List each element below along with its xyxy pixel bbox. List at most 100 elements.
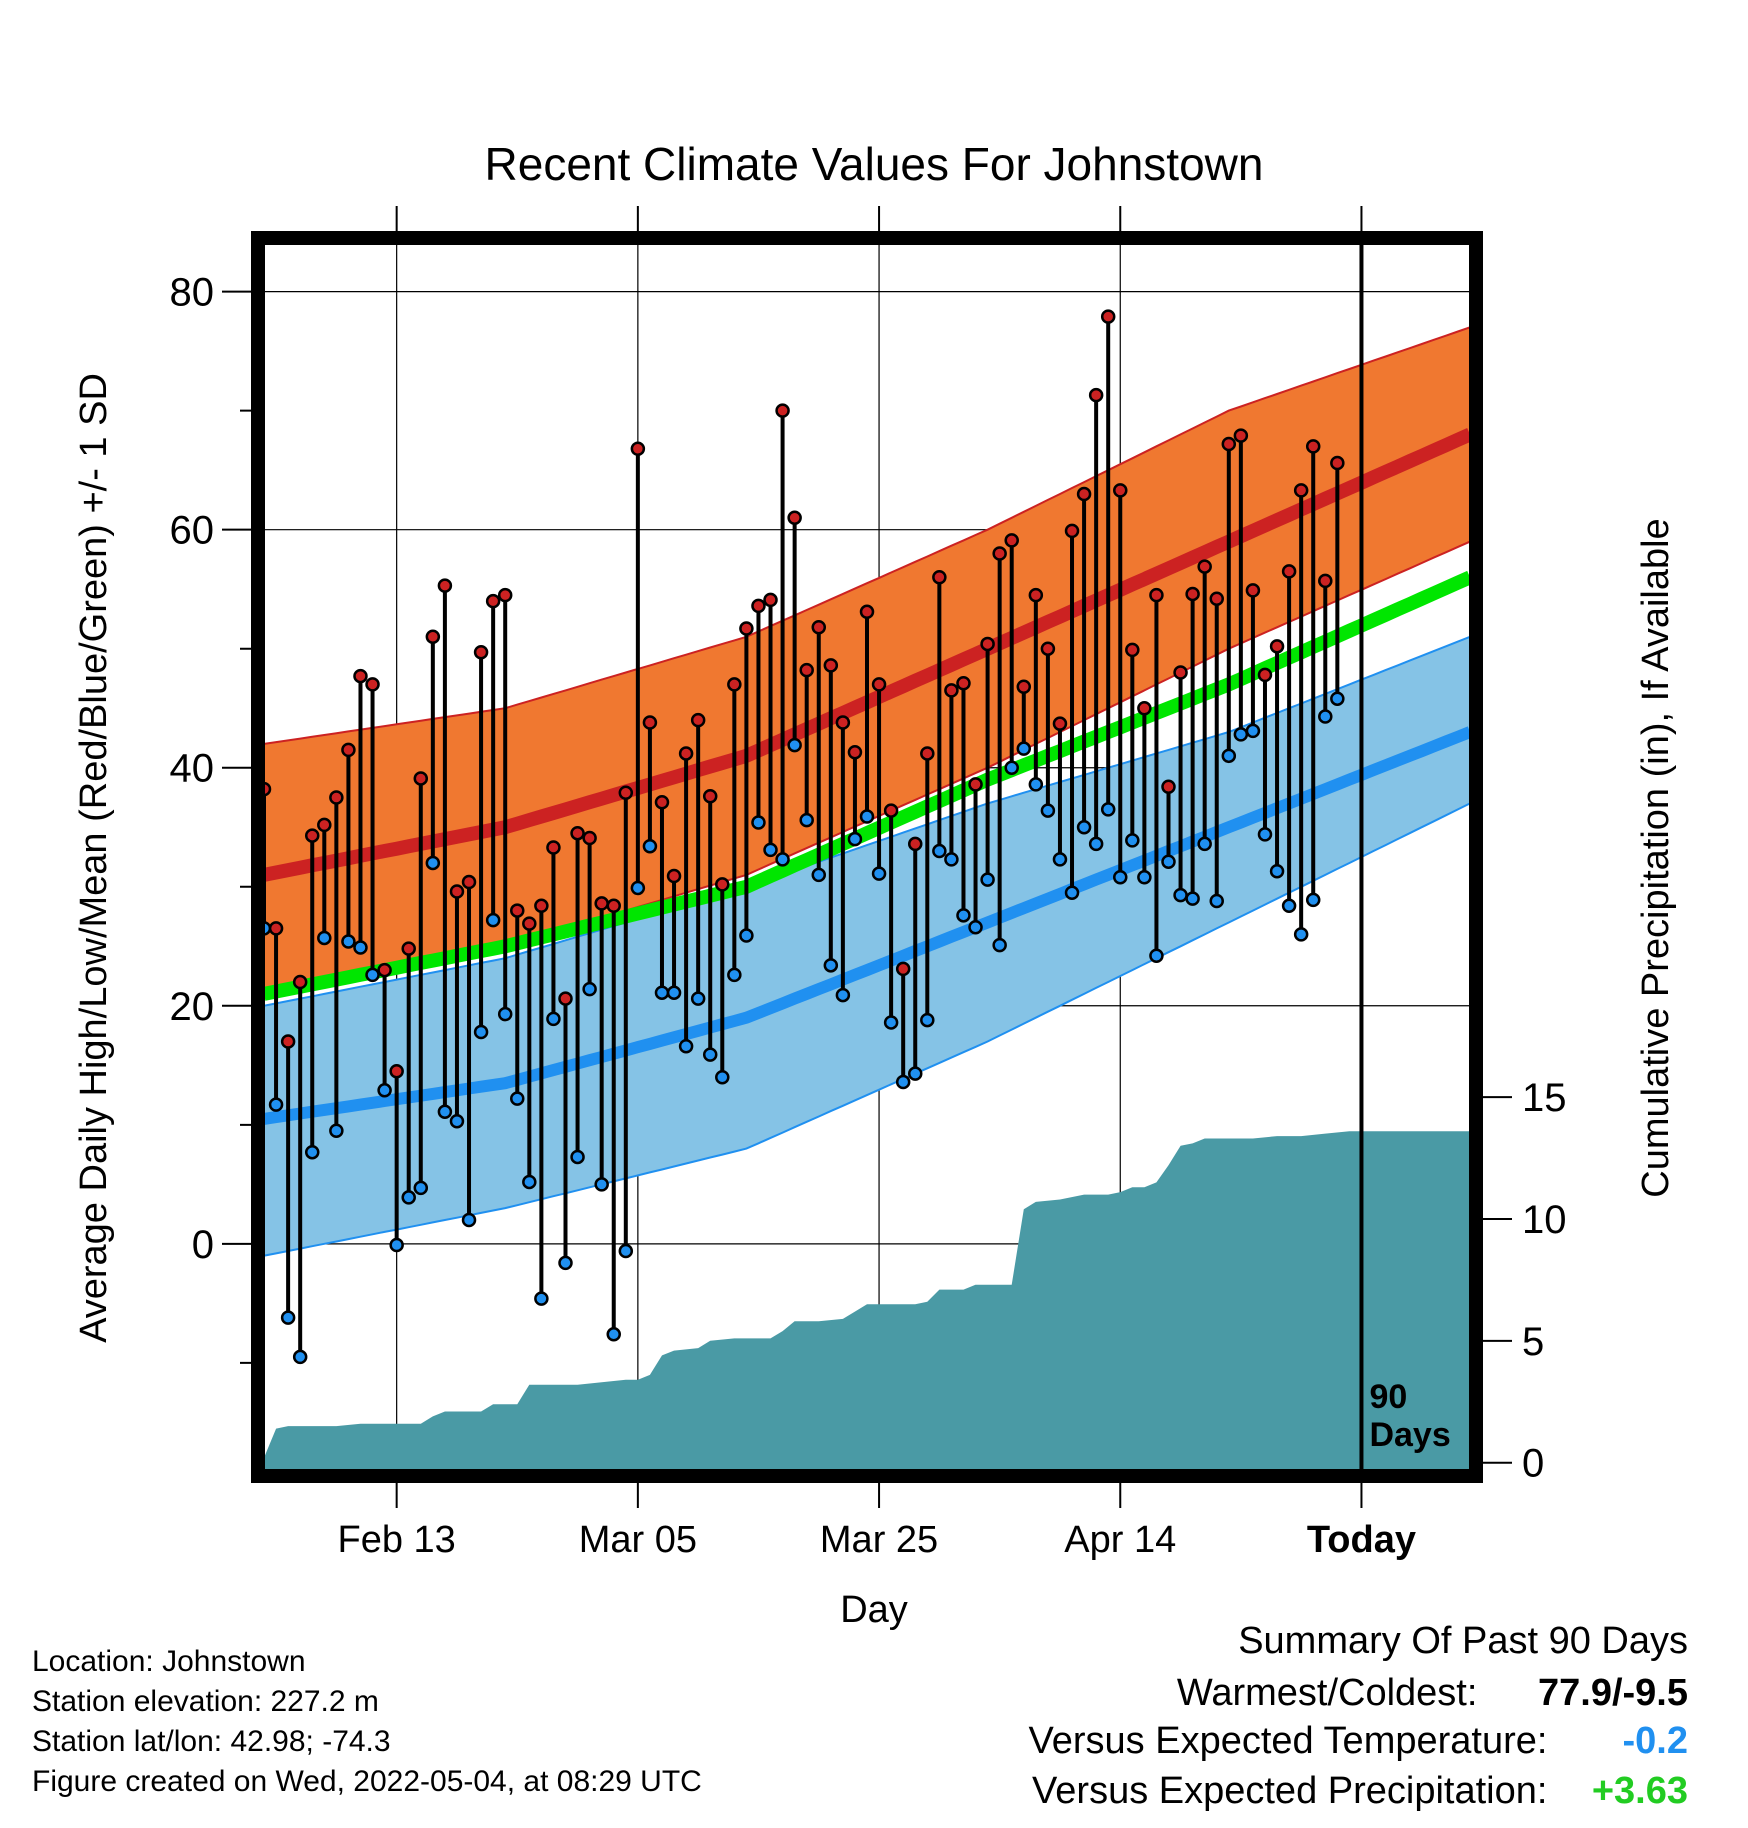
summary-precip-value: +3.63 (1591, 1770, 1688, 1812)
daily-low-point (1269, 864, 1285, 879)
daily-high-point (871, 677, 887, 692)
daily-low-point (497, 1006, 513, 1022)
daily-high-point (1100, 309, 1116, 324)
daily-high-point (1293, 483, 1309, 498)
daily-low-point (413, 1180, 429, 1196)
daily-high-point (546, 840, 561, 855)
daily-low-point (811, 867, 827, 883)
daily-high-point (1149, 587, 1164, 603)
daily-low-point (618, 1243, 634, 1259)
daily-low-point (956, 908, 971, 923)
daily-low-point (739, 928, 754, 943)
daily-high-point (558, 991, 573, 1006)
daily-low-point (1173, 887, 1188, 903)
daily-high-point (980, 636, 995, 652)
info-location: Location: Johnstown (32, 1645, 306, 1678)
daily-low-point (606, 1327, 621, 1342)
daily-high-point (1173, 665, 1188, 680)
daily-low-point (461, 1212, 477, 1228)
summary-warmest-row: Warmest/Coldest: 77.9/-9.5 (1177, 1672, 1688, 1715)
daily-low-point (353, 940, 368, 955)
daily-high-point (449, 884, 465, 899)
daily-high-point (1330, 455, 1345, 471)
info-elevation: Station elevation: 227.2 m (32, 1685, 379, 1718)
daily-high-point (702, 789, 718, 804)
daily-high-point (859, 604, 875, 620)
daily-low-point (1185, 891, 1200, 906)
y-tick-label-right: 15 (1522, 1076, 1567, 1120)
daily-high-point (353, 668, 368, 684)
daily-high-point (413, 771, 429, 786)
y-tick-label-left: 80 (170, 271, 215, 315)
daily-high-point (678, 746, 694, 761)
daily-low-point (365, 967, 380, 983)
info-created: Figure created on Wed, 2022-05-04, at 08… (32, 1765, 702, 1798)
summary-temp-label: Versus Expected Temperature: (1028, 1720, 1548, 1762)
daily-low-point (642, 839, 658, 854)
daily-high-point (510, 903, 525, 918)
daily-low-point (292, 1349, 308, 1365)
daily-high-point (292, 974, 308, 990)
daily-high-point (1016, 679, 1032, 695)
daily-low-point (727, 967, 742, 983)
daily-low-point (437, 1104, 453, 1119)
daily-low-point (546, 1011, 561, 1027)
daily-high-point (1233, 428, 1249, 443)
daily-high-point (763, 592, 778, 608)
daily-low-point (473, 1024, 489, 1040)
daily-high-point (341, 742, 356, 758)
daily-low-point (1088, 836, 1104, 852)
daily-high-point (895, 961, 911, 977)
x-tick-label: Today (1307, 1519, 1416, 1561)
daily-high-point (835, 715, 851, 730)
daily-low-point (859, 809, 875, 824)
summary-precip-label: Versus Expected Precipitation: (1032, 1770, 1548, 1812)
y-tick-label-left: 0 (192, 1223, 214, 1267)
daily-high-point (268, 921, 284, 936)
summary-title: Summary Of Past 90 Days (1238, 1620, 1688, 1662)
daily-low-point (1149, 948, 1164, 964)
daily-high-point (823, 658, 839, 673)
daily-low-point (280, 1310, 296, 1325)
daily-low-point (1040, 803, 1056, 818)
daily-low-point (304, 1144, 320, 1160)
daily-high-point (630, 441, 646, 456)
daily-low-point (883, 1015, 899, 1030)
daily-high-point (264, 781, 272, 797)
daily-high-point (1028, 587, 1044, 603)
summary-precip-row: Versus Expected Precipitation: +3.63 (1032, 1770, 1688, 1813)
daily-high-point (1040, 641, 1056, 656)
daily-high-point (365, 677, 380, 692)
y-axis-label-left: Average Daily High/Low/Mean (Red/Blue/Gr… (73, 373, 115, 1343)
daily-low-point (799, 812, 814, 828)
daily-high-point (739, 621, 754, 636)
daily-low-point (1221, 748, 1237, 764)
daily-low-point (1257, 827, 1273, 842)
daily-high-point (1076, 486, 1092, 502)
daily-high-point (847, 745, 863, 760)
daily-low-point (1125, 833, 1140, 848)
daily-high-point (1052, 716, 1068, 731)
daily-low-point (907, 1066, 923, 1081)
daily-high-point (280, 1034, 296, 1049)
daily-low-point (1137, 869, 1152, 885)
daily-low-point (570, 1149, 585, 1165)
daily-high-point (329, 790, 344, 805)
daily-high-point (522, 916, 537, 931)
daily-low-point (510, 1091, 525, 1106)
daily-high-point (1137, 700, 1152, 716)
daily-low-point (751, 815, 766, 830)
daily-high-point (304, 828, 320, 843)
x-tick-label: Apr 14 (1064, 1519, 1176, 1561)
plot-frame (251, 231, 1483, 1483)
daily-low-point (1076, 819, 1092, 835)
daily-low-point (678, 1039, 694, 1054)
daily-low-point (1052, 852, 1068, 867)
daily-high-point (497, 587, 513, 603)
daily-low-point (787, 737, 802, 753)
daily-high-point (1125, 642, 1140, 658)
daily-high-point (485, 593, 501, 609)
daily-high-point (883, 803, 899, 818)
daily-low-point (341, 934, 356, 949)
daily-high-point (992, 546, 1007, 561)
